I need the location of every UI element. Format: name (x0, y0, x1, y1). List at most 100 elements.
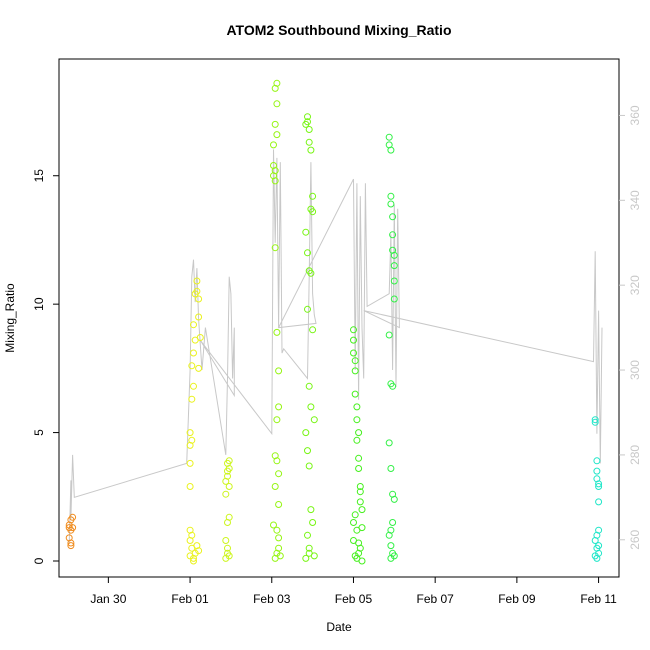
data-point (387, 465, 395, 472)
data-point (310, 416, 318, 424)
data-point (222, 490, 230, 498)
data-point (595, 498, 603, 506)
y2-tick-label: 300 (628, 360, 642, 380)
data-point (356, 483, 364, 490)
data-point (350, 537, 357, 544)
data-point (387, 146, 395, 154)
data-point (273, 100, 281, 108)
data-point (273, 131, 281, 139)
y2-tick-label: 340 (628, 190, 642, 210)
data-point (356, 488, 364, 496)
y2-tick-label: 280 (628, 445, 642, 465)
data-point (225, 457, 233, 465)
data-point (389, 382, 397, 390)
data-point (273, 526, 281, 534)
y-tick-label: 0 (32, 557, 46, 564)
data-point (304, 447, 311, 455)
data-point (389, 213, 397, 221)
data-point (196, 334, 204, 341)
x-tick-label: Feb 11 (580, 592, 617, 606)
data-point (224, 544, 231, 552)
data-point (355, 454, 363, 462)
data-point (358, 557, 366, 565)
y2-tick-label: 320 (628, 275, 642, 295)
x-tick-label: Jan 30 (90, 592, 126, 606)
data-point (591, 418, 599, 426)
y2-tick-label: 260 (628, 529, 642, 549)
data-point (351, 390, 359, 398)
data-point (305, 138, 313, 146)
x-axis-label: Date (326, 620, 352, 634)
data-point (389, 519, 397, 526)
data-point (385, 439, 393, 447)
data-point (275, 534, 283, 542)
data-point (273, 457, 281, 465)
x-tick-label: Feb 01 (171, 592, 209, 606)
data-point (275, 544, 283, 552)
data-point (350, 326, 357, 334)
data-point (225, 552, 233, 560)
data-point (387, 554, 395, 562)
data-point (186, 537, 194, 544)
data-point (353, 416, 361, 424)
data-point (273, 79, 281, 87)
data-point (275, 367, 283, 375)
data-point (309, 519, 317, 526)
data-point (593, 467, 601, 475)
data-point (385, 133, 393, 141)
data-point (193, 287, 201, 295)
data-point (350, 336, 357, 344)
data-point (305, 462, 313, 470)
data-point (307, 506, 315, 514)
data-point (390, 262, 398, 270)
data-point (273, 328, 281, 336)
data-point (350, 349, 357, 357)
data-point (225, 465, 233, 472)
data-point (390, 251, 398, 259)
data-point (271, 244, 279, 252)
y-axis-label: Mixing_Ratio (3, 283, 17, 353)
data-point (302, 228, 310, 236)
data-point (304, 118, 311, 126)
data-point (275, 470, 283, 478)
data-point (190, 382, 197, 390)
data-point (309, 192, 317, 200)
data-point (273, 416, 281, 424)
data-point (188, 362, 196, 370)
data-point (353, 436, 361, 444)
data-point (275, 501, 283, 508)
data-point (190, 349, 197, 357)
line-path (68, 149, 603, 545)
data-point (353, 403, 361, 411)
y2-tick-label: 360 (628, 105, 642, 125)
data-point (67, 542, 75, 550)
data-point (304, 113, 311, 121)
data-point (356, 498, 364, 506)
data-point (304, 531, 311, 539)
data-point (387, 542, 395, 550)
data-point (353, 526, 361, 534)
data-point (390, 277, 398, 285)
data-point (305, 544, 313, 552)
x-tick-label: Feb 03 (253, 592, 291, 606)
y-tick-label: 10 (32, 297, 46, 311)
data-point (595, 542, 603, 550)
data-point (305, 549, 313, 557)
data-point (188, 395, 196, 403)
data-point (595, 549, 603, 557)
data-point (186, 429, 194, 437)
data-point (390, 495, 398, 503)
data-point (190, 557, 197, 565)
data-point (351, 367, 359, 375)
y-tick-label: 5 (32, 429, 46, 436)
y-tick-label: 15 (32, 169, 46, 183)
data-point (389, 231, 397, 239)
data-point (355, 549, 363, 557)
data-point (355, 429, 363, 437)
data-point (309, 326, 317, 334)
data-point (355, 465, 363, 472)
data-point (351, 511, 359, 519)
x-axis: Jan 30 Feb 01 Feb 03 Feb 05 Feb 07 Feb 09 Feb … (90, 577, 617, 606)
data-point (270, 141, 277, 149)
